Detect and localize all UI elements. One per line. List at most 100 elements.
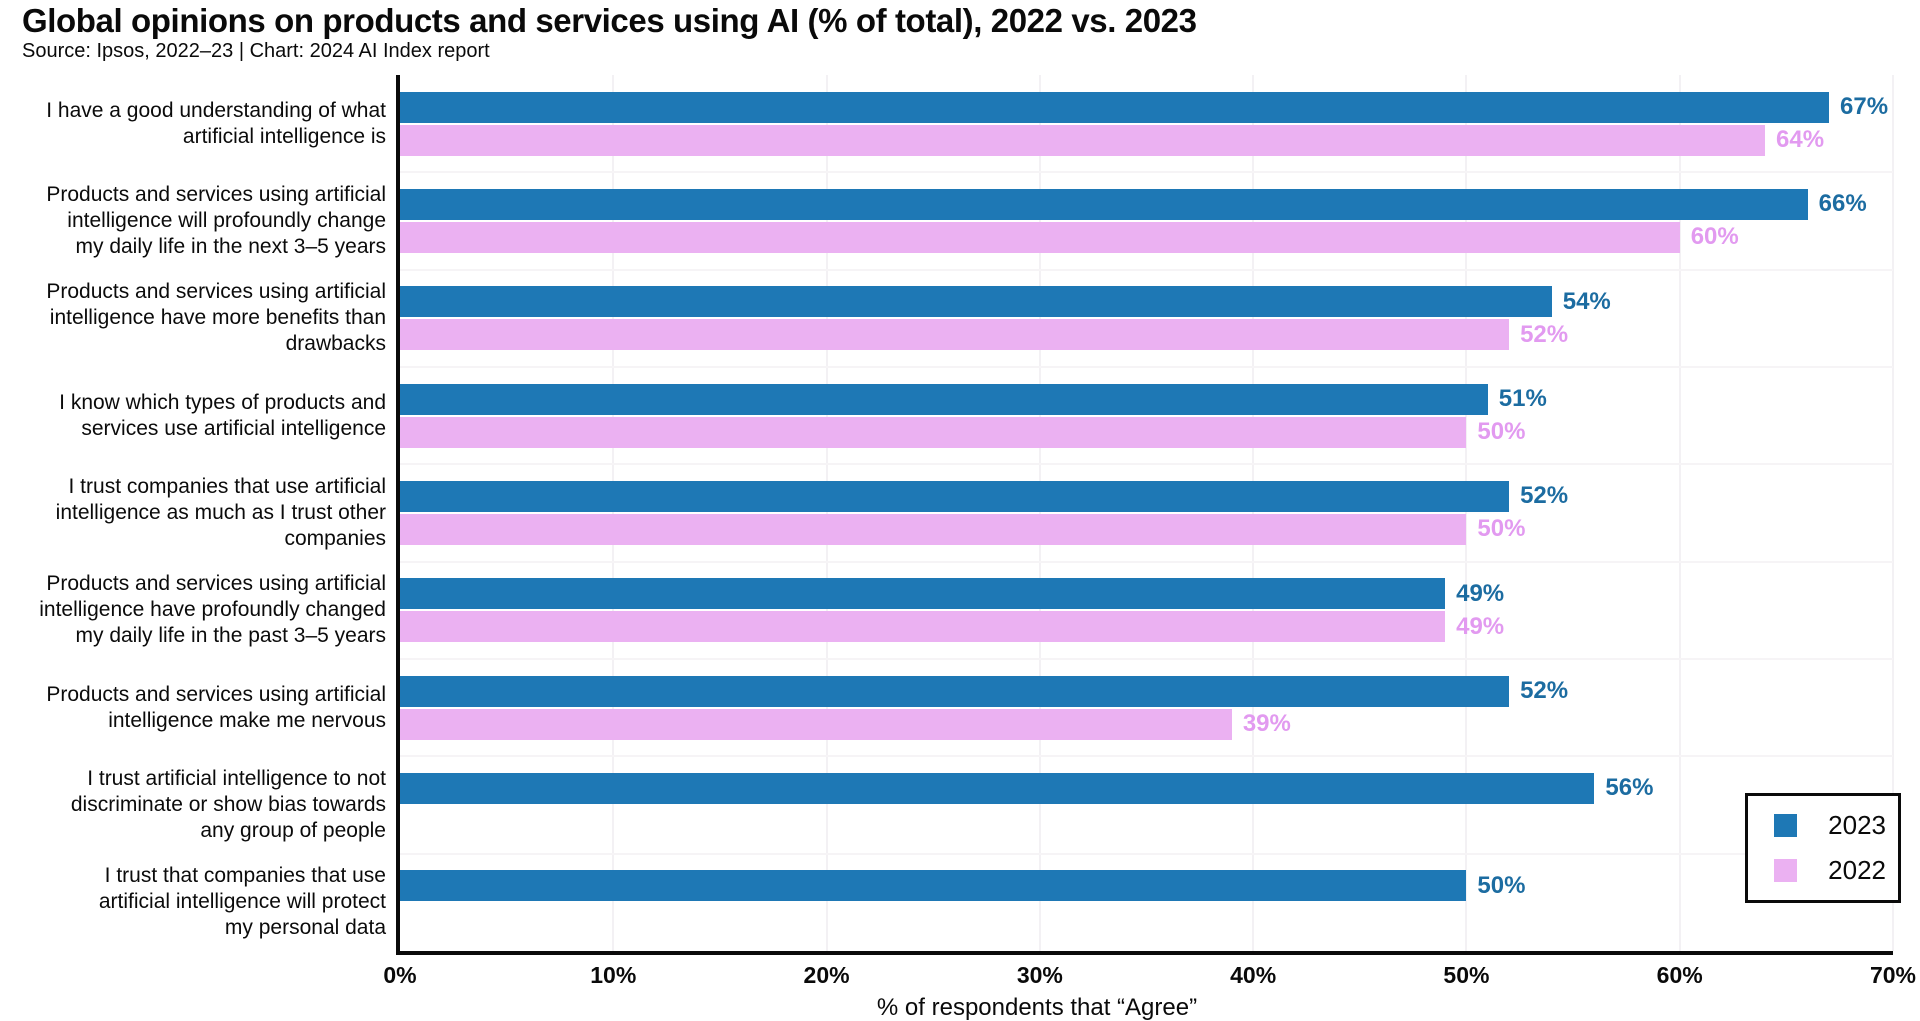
bar-line-2023: 51% xyxy=(400,383,1893,415)
x-tick-label: 40% xyxy=(1230,962,1277,988)
gridline xyxy=(400,755,1893,758)
gridline xyxy=(400,365,1893,368)
gridline xyxy=(1465,75,1468,951)
value-label-2022: 52% xyxy=(1520,320,1569,348)
bar-group: 67% 64% xyxy=(400,75,1893,172)
bar-2023 xyxy=(400,480,1510,512)
gridline xyxy=(400,560,1893,563)
category-label: I trust that companies that use artificia… xyxy=(0,854,386,951)
category-label: Products and services using artificial in… xyxy=(0,659,386,756)
gridline xyxy=(612,75,615,951)
category-label-line: intelligence have profoundly changed xyxy=(39,598,386,622)
legend: 2023 2022 xyxy=(1745,793,1901,903)
value-label-2023: 67% xyxy=(1840,93,1889,121)
value-label-2022: 50% xyxy=(1477,418,1526,446)
legend-label-2023: 2023 xyxy=(1828,810,1886,840)
legend-item-2023: 2023 xyxy=(1774,810,1886,841)
bar-2023 xyxy=(400,188,1808,220)
category-label-line: services use artificial intelligence xyxy=(81,416,386,440)
value-label-2022: 39% xyxy=(1242,710,1291,738)
gridline xyxy=(400,171,1893,174)
category-label-line: artificial intelligence will protect xyxy=(98,890,386,914)
category-label-line: my personal data xyxy=(224,916,386,940)
source-caption: Source: Ipsos, 2022–23 | Chart: 2024 AI … xyxy=(22,40,490,62)
plot-area: 67% 64% 66% 60% 54% 52% 51% 50% 52% 50% 49% 49% 52% 3… xyxy=(396,75,1894,955)
category-label: I know which types of products and servic… xyxy=(0,367,386,464)
bar-line-2023: 56% xyxy=(400,772,1893,804)
category-label-line: intelligence have more benefits than xyxy=(49,306,386,330)
category-label-line: discriminate or show bias towards xyxy=(70,792,386,816)
bar-group: 56% xyxy=(400,756,1893,853)
bar-2022 xyxy=(400,611,1446,643)
bar-line-2023: 67% xyxy=(400,91,1893,123)
x-tick-label: 50% xyxy=(1443,962,1490,988)
value-label-2023: 52% xyxy=(1520,482,1569,510)
bar-2023 xyxy=(400,675,1510,707)
legend-item-2022: 2022 xyxy=(1774,855,1886,886)
x-tick-label: 10% xyxy=(590,962,637,988)
category-label-line: Products and services using artificial xyxy=(46,572,386,596)
category-label: Products and services using artificial in… xyxy=(0,562,386,659)
category-label-line: I trust companies that use artificial xyxy=(68,474,386,498)
y-axis-line xyxy=(396,75,400,955)
category-label-line: I know which types of products and xyxy=(59,390,386,414)
bar-group: 66% 60% xyxy=(400,172,1893,269)
category-label: I have a good understanding of what artif… xyxy=(0,75,386,172)
x-tick-label: 70% xyxy=(1869,962,1917,988)
bar-line-2023: 50% xyxy=(400,870,1893,902)
bar-line-2022: 50% xyxy=(400,416,1893,448)
bar-line-2022: 50% xyxy=(400,513,1893,545)
x-axis-label: % of respondents that “Agree” xyxy=(876,994,1198,1021)
bar-2022 xyxy=(400,513,1467,545)
category-label: I trust artificial intelligence to not di… xyxy=(0,756,386,853)
category-label-line: artificial intelligence is xyxy=(182,124,386,148)
gridline xyxy=(400,268,1893,271)
x-tick-labels: 0% 10% 20% 30% 40% 50% 60% 70% xyxy=(383,962,1916,992)
bar-line-2023: 49% xyxy=(400,578,1893,610)
value-label-2023: 52% xyxy=(1520,677,1569,705)
bar-group: 51% 50% xyxy=(400,367,1893,464)
bar-2023 xyxy=(400,870,1467,902)
category-label-line: my daily life in the past 3–5 years xyxy=(75,624,387,648)
bar-group: 52% 50% xyxy=(400,464,1893,561)
bar-group: 52% 39% xyxy=(400,659,1893,756)
gridline xyxy=(1892,75,1894,951)
category-label-line: Products and services using artificial xyxy=(46,182,386,206)
category-label-line: intelligence will profoundly change xyxy=(67,208,386,232)
value-label-2023: 66% xyxy=(1818,190,1867,218)
bar-2023 xyxy=(400,772,1595,804)
bar-2023 xyxy=(400,578,1446,610)
bar-group: 49% 49% xyxy=(400,562,1893,659)
category-label-line: I trust artificial intelligence to not xyxy=(87,766,386,790)
x-axis-line xyxy=(396,951,1893,955)
x-tick-label: 20% xyxy=(803,962,850,988)
bar-group: 50% xyxy=(400,854,1893,951)
bar-2022 xyxy=(400,319,1510,351)
category-label-line: intelligence make me nervous xyxy=(108,708,386,732)
bar-2022 xyxy=(400,416,1467,448)
bar-line-2022 xyxy=(400,903,1893,934)
category-label: Products and services using artificial in… xyxy=(0,172,386,269)
category-label: I trust companies that use artificial int… xyxy=(0,464,386,561)
bar-line-2023: 66% xyxy=(400,188,1893,220)
legend-swatch-2023 xyxy=(1774,814,1797,837)
legend-swatch-2022 xyxy=(1774,859,1797,882)
gridline xyxy=(400,852,1893,855)
bar-2023 xyxy=(400,286,1552,318)
category-label-line: companies xyxy=(284,526,386,550)
bar-line-2022: 64% xyxy=(400,124,1893,156)
bar-line-2023: 52% xyxy=(400,675,1893,707)
x-tick-label: 0% xyxy=(383,962,417,988)
bar-rows: 67% 64% 66% 60% 54% 52% 51% 50% 52% 50% 49% 49% 52% 3… xyxy=(400,75,1893,951)
bar-2023 xyxy=(400,91,1829,123)
value-label-2022: 50% xyxy=(1477,515,1526,543)
value-label-2023: 54% xyxy=(1562,287,1611,315)
value-label-2023: 51% xyxy=(1498,385,1547,413)
page-title: Global opinions on products and services… xyxy=(22,2,1197,39)
gridline xyxy=(825,75,828,951)
category-label-line: I trust that companies that use xyxy=(104,864,386,888)
bar-line-2022: 49% xyxy=(400,611,1893,643)
value-label-2023: 50% xyxy=(1477,871,1526,899)
bar-2022 xyxy=(400,124,1766,156)
